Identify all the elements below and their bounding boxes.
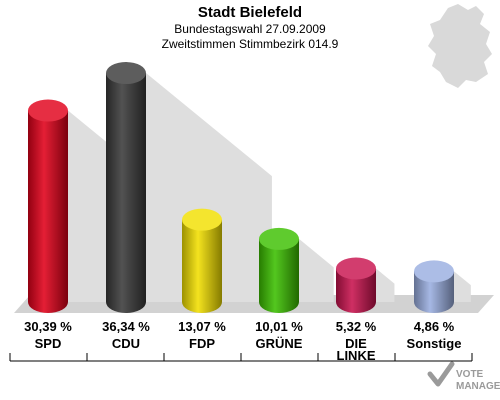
- chart-subtitle-line-1: Bundestagswahl 27.09.2009: [174, 22, 326, 36]
- value-label: 5,32 %: [336, 319, 377, 334]
- chart-subtitle-line-2: Zweitstimmen Stimmbezirk 014.9: [162, 37, 339, 51]
- value-label: 36,34 %: [102, 319, 150, 334]
- category-label: FDP: [189, 336, 215, 351]
- value-label: 30,39 %: [24, 319, 72, 334]
- value-label: 10,01 %: [255, 319, 303, 334]
- category-axis: [9, 353, 473, 362]
- category-label: Sonstige: [407, 336, 462, 351]
- bar-top: [259, 227, 299, 250]
- bar-shadow: [376, 268, 395, 302]
- bar-top: [336, 257, 376, 280]
- bar-top: [414, 260, 454, 283]
- bar-shadows: [68, 73, 471, 302]
- value-labels: 30,39 % 36,34 % 13,07 % 10,01 % 5,32 % 4,86 %: [24, 319, 455, 334]
- category-label: GRÜNE: [256, 336, 303, 351]
- bar-top: [28, 99, 68, 122]
- germany-map-icon: [428, 4, 492, 88]
- bar-die-linke: [336, 268, 376, 313]
- bar-spd: [28, 110, 68, 313]
- category-label: CDU: [112, 336, 140, 351]
- bar-shadow: [299, 238, 334, 302]
- bars: [28, 62, 454, 313]
- vote-manager-logo: VOTE MANAGER: [427, 361, 500, 392]
- bar-cdu: [106, 73, 146, 313]
- bar-fdp: [182, 219, 222, 313]
- value-label: 13,07 %: [178, 319, 226, 334]
- bar-shadow: [454, 271, 471, 302]
- category-label: LINKE: [337, 348, 376, 363]
- bar-sonstige: [414, 271, 454, 313]
- bar-gr-ne: [259, 238, 299, 313]
- chart-title: Stadt Bielefeld: [198, 4, 302, 21]
- category-label: DIE: [345, 336, 367, 351]
- bar-top: [182, 208, 222, 231]
- bar-top: [106, 62, 146, 85]
- category-label: SPD: [35, 336, 62, 351]
- watermark-line-2: MANAGER: [456, 381, 500, 392]
- watermark-line-1: VOTE: [456, 369, 484, 380]
- bar-shadow: [222, 219, 268, 302]
- value-label: 4,86 %: [414, 319, 455, 334]
- checkmark-icon: [427, 361, 455, 387]
